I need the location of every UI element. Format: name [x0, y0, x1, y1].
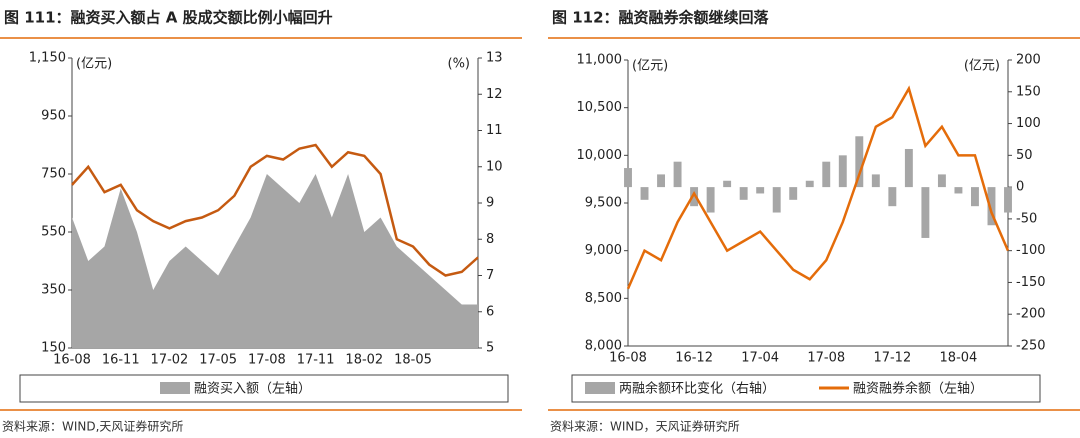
line [71, 143, 479, 277]
y-tick-label: 750 [41, 167, 66, 182]
legend-label: 融资融券余额（左轴） [853, 381, 983, 397]
y-tick-label: 350 [41, 283, 66, 298]
y2-tick-label: 5 [486, 341, 494, 356]
x-tick-label: 16-08 [53, 353, 91, 368]
y2-tick-label: 50 [1016, 148, 1033, 163]
bar [871, 174, 880, 188]
y2-tick-label: 0 [1016, 180, 1024, 195]
y-tick-label: 10,500 [577, 100, 623, 115]
x-tick-label: 16-08 [609, 351, 647, 366]
y-tick-label: 150 [41, 341, 66, 356]
y2-tick-label: -250 [1016, 339, 1046, 354]
y2-axis-label: (%) [448, 57, 471, 72]
y-tick-label: 1,150 [29, 51, 66, 66]
y-tick-label: 8,500 [585, 291, 622, 306]
x-tick-label: 17-08 [248, 353, 286, 368]
legend-swatch [585, 382, 615, 394]
y2-tick-label: 8 [486, 232, 494, 247]
bar [954, 187, 963, 194]
y-tick-label: 8,000 [585, 339, 622, 354]
y2-tick-label: 100 [1016, 116, 1041, 131]
y-axis-label: (亿元) [76, 57, 112, 72]
y-tick-label: 11,000 [577, 53, 623, 68]
bar [690, 187, 699, 207]
x-tick-label: 18-02 [345, 353, 383, 368]
y2-tick-label: 10 [486, 159, 503, 174]
y2-tick-label: -50 [1016, 211, 1037, 226]
source: 资料来源：WIND,天风证券研究所 [2, 419, 183, 434]
y2-tick-label: 7 [486, 268, 494, 283]
x-tick-label: 17-04 [741, 351, 779, 366]
x-tick-label: 17-11 [297, 353, 335, 368]
x-tick-label: 17-08 [807, 351, 845, 366]
y-tick-label: 550 [41, 225, 66, 240]
legend-box [19, 374, 509, 403]
x-tick-label: 18-05 [394, 353, 432, 368]
chart-title: 图 112：融资融券余额继续回落 [552, 9, 770, 27]
y2-tick-label: -200 [1016, 307, 1046, 322]
y2-tick-label: 9 [486, 196, 494, 211]
chart-title: 图 111：融资买入额占 A 股成交额比例小幅回升 [4, 9, 333, 27]
bar [739, 187, 748, 200]
y-tick-label: 9,500 [585, 196, 622, 211]
bar [789, 187, 798, 200]
y2-tick-label: 12 [486, 87, 503, 102]
bar [624, 168, 632, 188]
legend-swatch [160, 382, 190, 394]
bar [772, 187, 781, 213]
bar [756, 187, 765, 194]
x-tick-label: 18-04 [940, 351, 978, 366]
line [626, 85, 1010, 290]
y-tick-label: 950 [41, 109, 66, 124]
source: 资料来源：WIND，天风证券研究所 [550, 419, 740, 434]
y2-tick-label: 200 [1016, 53, 1041, 68]
y-tick-label: 9,000 [585, 243, 622, 258]
area [72, 174, 478, 348]
y2-tick-label: 11 [486, 123, 503, 138]
bar [838, 155, 847, 188]
bar [888, 187, 897, 207]
bar [921, 187, 930, 238]
x-tick-label: 17-12 [873, 351, 911, 366]
bar [1004, 187, 1012, 213]
bar [805, 180, 814, 188]
y-tick-label: 10,000 [577, 148, 623, 163]
legend-label: 两融余额环比变化（右轴） [619, 381, 775, 397]
bar [855, 136, 864, 188]
y2-tick-label: 6 [486, 304, 494, 319]
y2-tick-label: 150 [1016, 84, 1041, 99]
bar [822, 161, 831, 188]
bar [723, 180, 732, 188]
x-tick-label: 17-05 [199, 353, 237, 368]
bar [706, 187, 715, 213]
bar [673, 161, 682, 188]
y-axis-label: (亿元) [632, 59, 668, 74]
x-tick-label: 17-02 [151, 353, 189, 368]
x-tick-label: 16-11 [102, 353, 140, 368]
bar [987, 187, 996, 226]
y2-tick-label: -150 [1016, 275, 1046, 290]
y2-tick-label: -100 [1016, 243, 1046, 258]
bar [657, 174, 666, 188]
legend-box [571, 374, 1041, 403]
bar [640, 187, 649, 200]
legend-label: 融资买入额（左轴） [194, 382, 311, 397]
x-tick-label: 16-12 [675, 351, 713, 366]
bar [937, 174, 946, 188]
y2-tick-label: 13 [486, 51, 503, 66]
bar [904, 148, 913, 188]
y2-axis-label: (亿元) [964, 59, 1000, 74]
bar [970, 187, 979, 207]
